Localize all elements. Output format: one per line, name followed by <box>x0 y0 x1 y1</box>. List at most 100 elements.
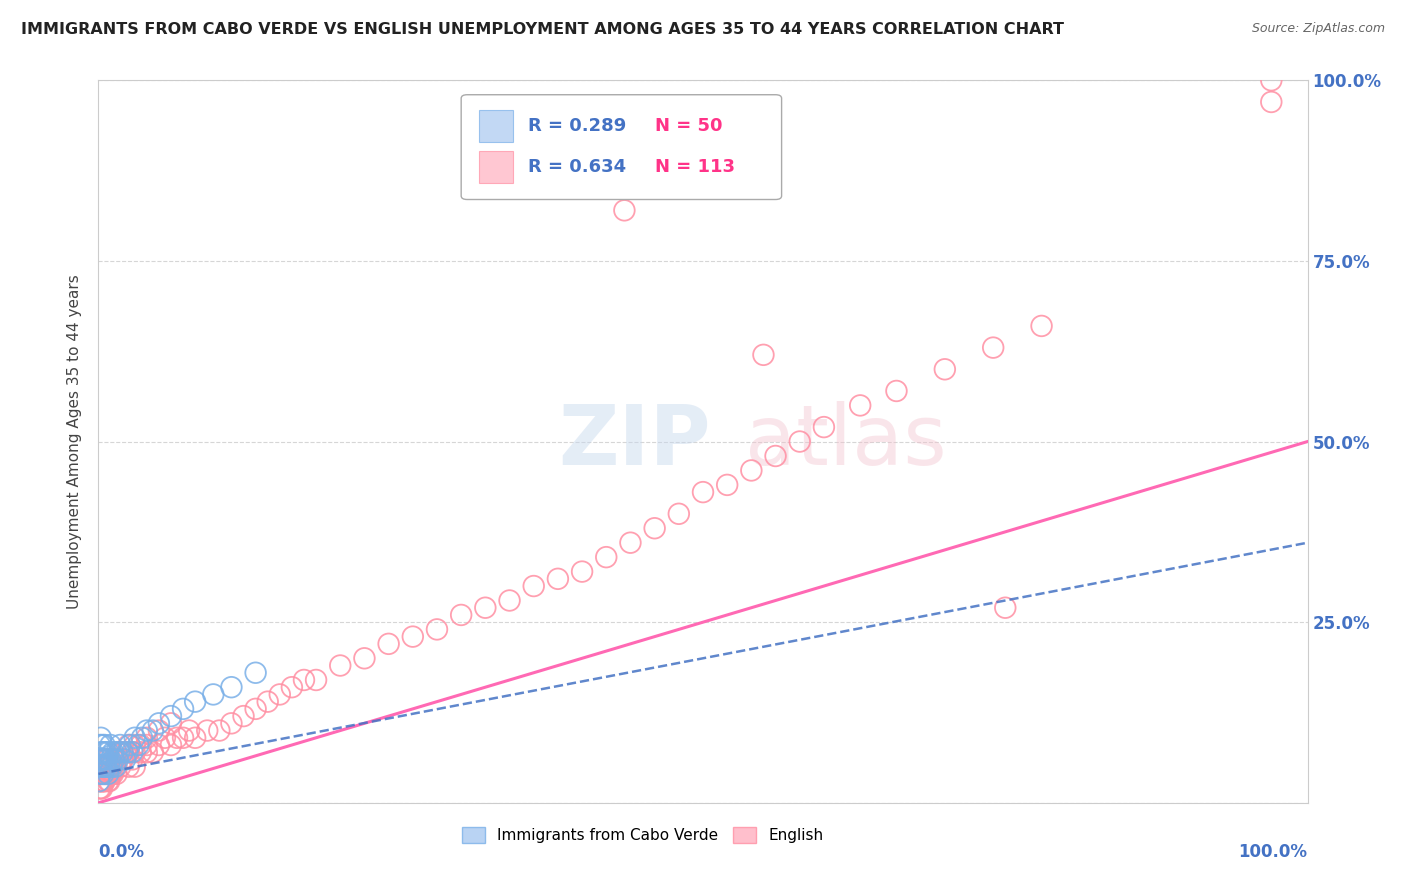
Point <box>269 687 291 701</box>
Point <box>129 738 152 752</box>
Point <box>108 738 131 752</box>
Point <box>740 463 762 477</box>
Point <box>124 760 146 774</box>
Point <box>90 767 112 781</box>
Point <box>91 774 114 789</box>
Point <box>98 760 121 774</box>
Y-axis label: Unemployment Among Ages 35 to 44 years: Unemployment Among Ages 35 to 44 years <box>67 274 83 609</box>
Point <box>100 760 122 774</box>
Point <box>93 760 115 774</box>
Point <box>91 760 114 774</box>
Point <box>232 709 254 723</box>
Point <box>221 716 243 731</box>
Point <box>100 738 122 752</box>
Text: Source: ZipAtlas.com: Source: ZipAtlas.com <box>1251 22 1385 36</box>
Point <box>619 535 641 549</box>
Point <box>98 774 121 789</box>
Point <box>124 738 146 752</box>
Point <box>245 702 267 716</box>
FancyBboxPatch shape <box>461 95 782 200</box>
Point <box>118 738 141 752</box>
Point <box>644 521 666 535</box>
Point <box>121 745 143 759</box>
Point <box>105 760 128 774</box>
Point <box>849 398 872 412</box>
Point <box>148 716 170 731</box>
Text: N = 113: N = 113 <box>655 158 734 176</box>
Point <box>97 774 120 789</box>
Point <box>571 565 593 579</box>
Point <box>117 745 139 759</box>
Point <box>108 745 131 759</box>
Point <box>91 774 114 789</box>
Point <box>105 752 128 766</box>
Point <box>135 745 157 759</box>
Point <box>90 760 112 774</box>
Point <box>91 774 114 789</box>
Point <box>93 738 115 752</box>
Point <box>100 760 122 774</box>
Point <box>94 745 117 759</box>
Point <box>523 579 546 593</box>
Point <box>90 745 112 759</box>
Point <box>97 760 120 774</box>
Point <box>93 774 115 789</box>
Point <box>752 348 775 362</box>
Point <box>142 723 165 738</box>
Point <box>100 752 122 766</box>
Point <box>98 767 121 781</box>
Point <box>1260 95 1282 109</box>
Point <box>96 767 118 781</box>
Point <box>172 731 194 745</box>
Point <box>179 723 201 738</box>
Point <box>256 695 278 709</box>
Point <box>97 752 120 766</box>
FancyBboxPatch shape <box>479 110 513 142</box>
Text: 0.0%: 0.0% <box>98 843 145 861</box>
Point <box>208 723 231 738</box>
Point <box>172 702 194 716</box>
Point <box>93 767 115 781</box>
Point <box>160 709 183 723</box>
Point <box>813 420 835 434</box>
Text: IMMIGRANTS FROM CABO VERDE VS ENGLISH UNEMPLOYMENT AMONG AGES 35 TO 44 YEARS COR: IMMIGRANTS FROM CABO VERDE VS ENGLISH UN… <box>21 22 1064 37</box>
Point <box>135 731 157 745</box>
Point <box>89 752 111 766</box>
Point <box>1031 318 1053 333</box>
Point <box>90 767 112 781</box>
Point <box>1260 73 1282 87</box>
Point <box>184 731 207 745</box>
Point <box>93 774 115 789</box>
Point <box>131 731 153 745</box>
Point <box>135 738 157 752</box>
Point <box>118 760 141 774</box>
Point <box>107 752 129 766</box>
Point <box>94 752 117 766</box>
Point <box>91 760 114 774</box>
Point <box>595 550 617 565</box>
Point <box>104 760 127 774</box>
Point <box>124 731 146 745</box>
Point <box>94 760 117 774</box>
Point <box>89 774 111 789</box>
Point <box>90 767 112 781</box>
Point <box>160 716 183 731</box>
Point <box>111 752 134 766</box>
Point <box>93 767 115 781</box>
Point <box>353 651 375 665</box>
Point <box>160 738 183 752</box>
Point <box>91 767 114 781</box>
Point <box>100 767 122 781</box>
Point <box>202 687 225 701</box>
Point <box>89 760 111 774</box>
Point <box>96 760 118 774</box>
Point <box>613 203 636 218</box>
Point <box>91 738 114 752</box>
Point <box>716 478 738 492</box>
Point <box>789 434 811 449</box>
Point <box>91 752 114 766</box>
Point <box>90 781 112 796</box>
Point <box>292 673 315 687</box>
Point <box>108 760 131 774</box>
Point <box>94 767 117 781</box>
